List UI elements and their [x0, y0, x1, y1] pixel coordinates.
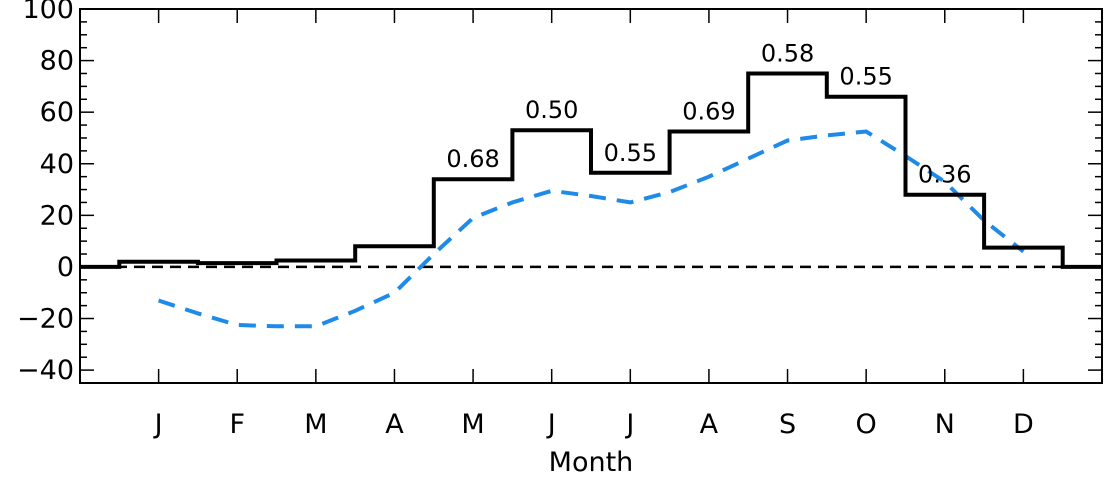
- y-tick-label: −20: [17, 304, 74, 335]
- data-labels: 0.68 0.50 0.55 0.69 0.58 0.55 0.36: [446, 39, 971, 188]
- y-tick-label: −40: [17, 355, 74, 386]
- x-tick-label: O: [856, 409, 877, 440]
- x-tick-label: D: [1013, 409, 1034, 440]
- x-tick-label: M: [461, 409, 484, 440]
- x-axis-label: Month: [549, 447, 634, 477]
- dashed-series-line: [157, 129, 1025, 329]
- data-label: 0.36: [918, 161, 971, 189]
- step-series-group: [80, 71, 1102, 269]
- step-series-line: [80, 71, 1102, 269]
- dashed-series-group: [157, 129, 1025, 329]
- y-tick-label: 0: [57, 252, 74, 283]
- x-tick-label: J: [624, 409, 634, 440]
- data-label: 0.55: [604, 139, 657, 167]
- data-label: 0.68: [446, 145, 499, 173]
- y-tick-label: 100: [22, 0, 74, 25]
- x-tick-label: S: [779, 409, 796, 440]
- x-tick-label: A: [700, 409, 719, 440]
- data-label: 0.55: [839, 63, 892, 91]
- y-tick-label: 40: [40, 149, 74, 180]
- data-label: 0.50: [525, 96, 578, 124]
- y-tick-label: 60: [40, 97, 74, 128]
- x-tick-label: J: [153, 409, 163, 440]
- x-tick-label: A: [385, 409, 404, 440]
- data-label: 0.69: [682, 98, 735, 126]
- x-tick-label: F: [229, 409, 245, 440]
- y-tick-label: 20: [40, 200, 74, 231]
- y-tick-label: 80: [40, 46, 74, 77]
- y-tick-labels: −40 −20 0 20 40 60 80 100: [17, 0, 74, 386]
- x-tick-label: J: [546, 409, 556, 440]
- x-tick-label: N: [935, 409, 955, 440]
- axis-ticks: [80, 8, 1102, 383]
- data-label: 0.58: [761, 39, 814, 67]
- plot-frame: [79, 8, 1103, 384]
- x-tick-label: M: [304, 409, 327, 440]
